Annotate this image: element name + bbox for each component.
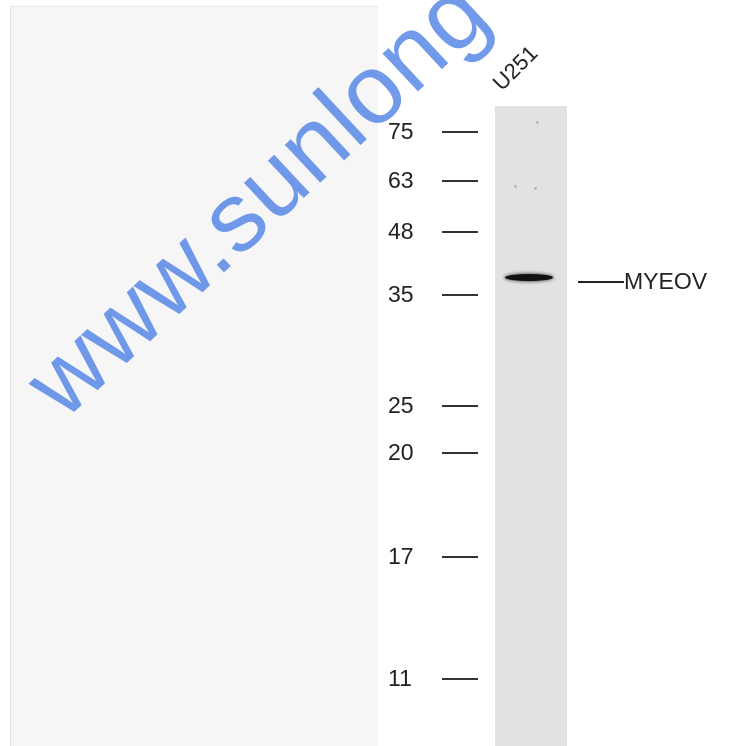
marker-label: 35	[388, 281, 436, 307]
target-pointer-line	[578, 281, 624, 283]
marker-label: 48	[388, 218, 436, 244]
marker-tick	[442, 556, 478, 558]
blot-lane	[495, 106, 567, 746]
marker-tick	[442, 231, 478, 233]
blot-speck	[536, 121, 539, 124]
marker-17: 17	[388, 543, 488, 569]
marker-tick	[442, 294, 478, 296]
protein-band	[505, 274, 553, 281]
marker-tick	[442, 180, 478, 182]
marker-label: 20	[388, 439, 436, 465]
marker-48: 48	[388, 218, 488, 244]
marker-tick	[442, 452, 478, 454]
blot-speck	[514, 185, 517, 188]
marker-11: 11	[388, 665, 488, 691]
marker-75: 75	[388, 118, 488, 144]
marker-tick	[442, 131, 478, 133]
marker-label: 75	[388, 118, 436, 144]
target-label: MYEOV	[624, 266, 707, 296]
marker-tick	[442, 678, 478, 680]
marker-label: 17	[388, 543, 436, 569]
marker-25: 25	[388, 392, 488, 418]
marker-label: 63	[388, 167, 436, 193]
marker-20: 20	[388, 439, 488, 465]
marker-label: 11	[388, 665, 436, 691]
marker-label: 25	[388, 392, 436, 418]
marker-tick	[442, 405, 478, 407]
marker-35: 35	[388, 281, 488, 307]
blot-speck	[534, 187, 537, 190]
marker-63: 63	[388, 167, 488, 193]
blank-left-panel	[10, 6, 379, 746]
